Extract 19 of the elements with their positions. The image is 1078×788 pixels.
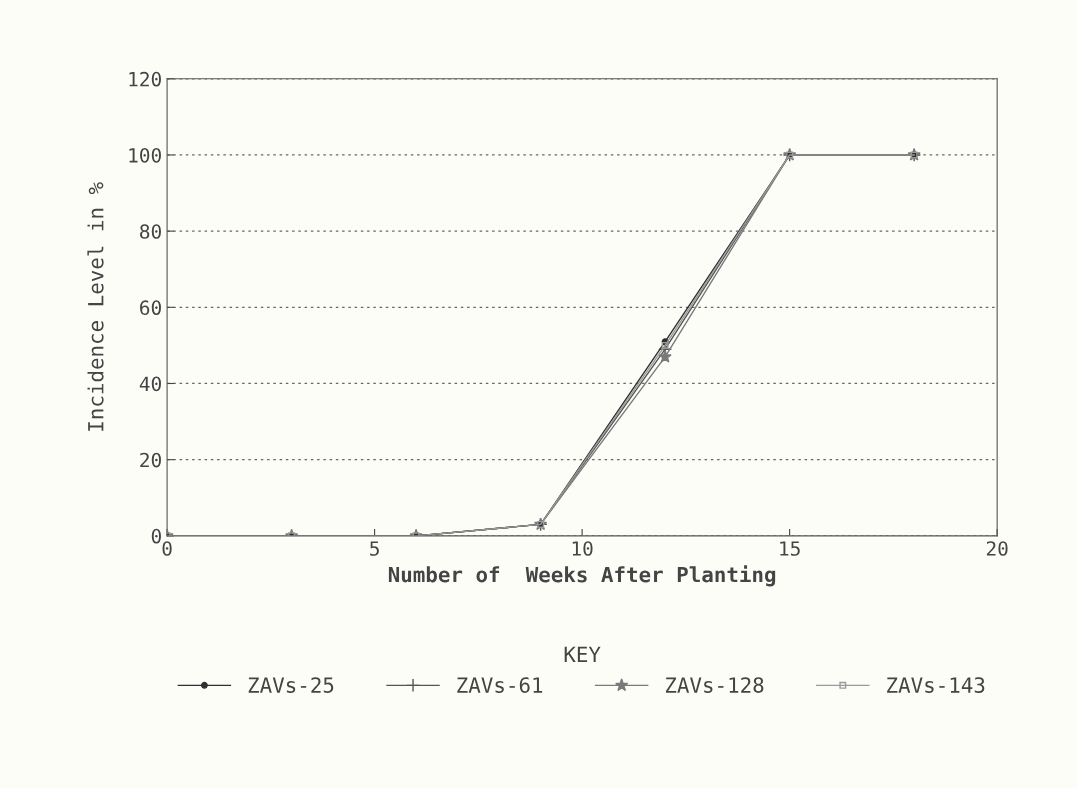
- legend-label: ZAVs-61: [457, 677, 543, 693]
- y-tick-label: 40: [139, 376, 161, 392]
- y-tick-label: 0: [151, 528, 161, 544]
- legend-title: KEY: [564, 646, 601, 662]
- y-axis-title: Incidence Level in %: [87, 182, 104, 431]
- x-tick-label: 15: [780, 541, 800, 556]
- x-tick-label: 10: [572, 541, 593, 556]
- x-tick-label: 20: [986, 541, 1008, 556]
- legend-label: ZAVs-25: [248, 677, 334, 693]
- x-axis-title: Number of Weeks After Planting: [388, 565, 776, 587]
- legend-label: ZAVs-143: [887, 677, 985, 693]
- x-tick-label: 5: [370, 541, 379, 556]
- x-tick-label: 0: [162, 541, 172, 556]
- y-tick-label: 80: [140, 224, 161, 239]
- legend-label: ZAVs-128: [665, 677, 764, 693]
- y-tick-label: 120: [129, 71, 161, 87]
- y-tick-label: 100: [129, 147, 161, 163]
- y-tick-label: 60: [140, 300, 161, 316]
- y-tick-label: 20: [140, 452, 161, 468]
